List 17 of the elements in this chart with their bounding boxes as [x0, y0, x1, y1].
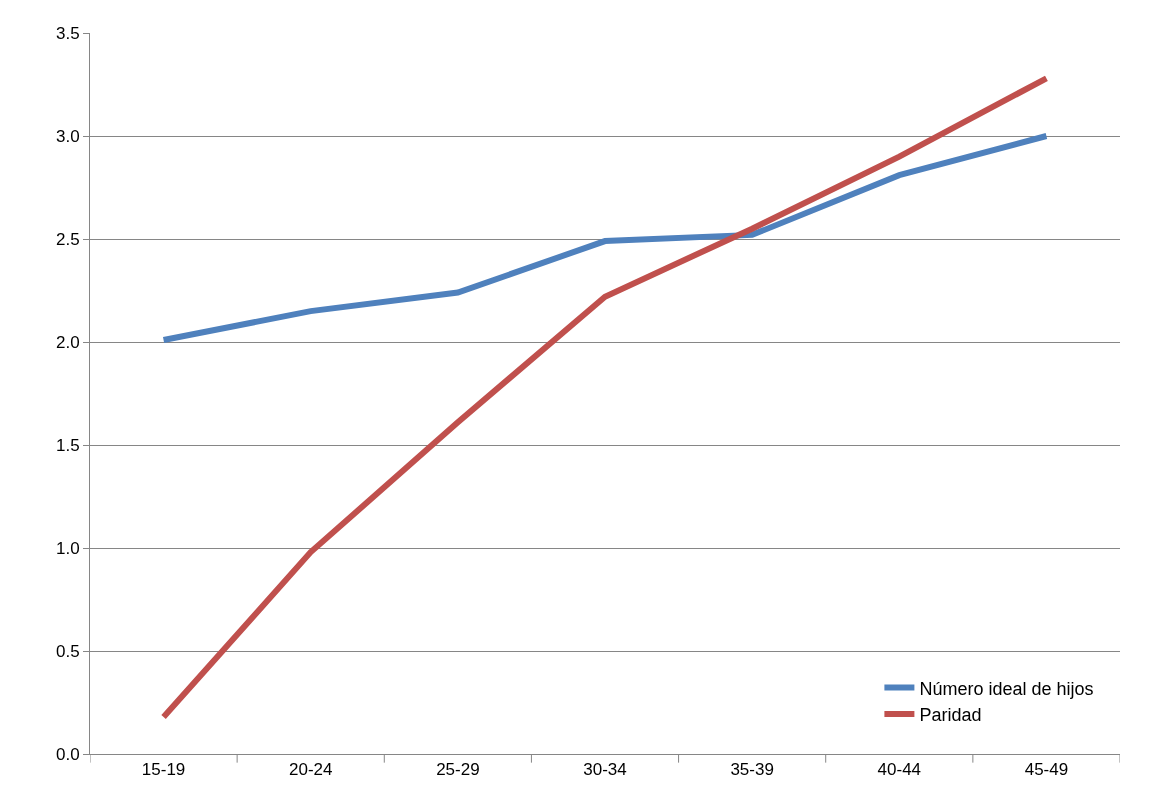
x-tick-label: 25-29: [436, 760, 480, 780]
x-tick-label: 15-19: [141, 760, 186, 780]
legend-label: Paridad: [919, 704, 982, 725]
x-tick-label: 45-49: [1024, 760, 1069, 780]
y-tick-label: 2.5: [55, 229, 80, 249]
x-tick-label: 30-34: [583, 760, 627, 780]
legend-label: Número ideal de hijos: [919, 678, 1094, 699]
x-tick-label: 35-39: [730, 760, 774, 780]
y-tick-label: 1.0: [55, 538, 80, 558]
x-tick-label: 40-44: [877, 760, 922, 780]
y-tick-label: 3.0: [55, 126, 80, 146]
y-tick-label: 3.5: [55, 23, 80, 43]
y-tick-label: 0.0: [55, 744, 80, 764]
y-tick-label: 2.0: [55, 332, 80, 352]
x-tick-label: 20-24: [288, 760, 333, 780]
y-tick-label: 1.5: [55, 435, 80, 455]
y-tick-label: 0.5: [55, 641, 80, 661]
